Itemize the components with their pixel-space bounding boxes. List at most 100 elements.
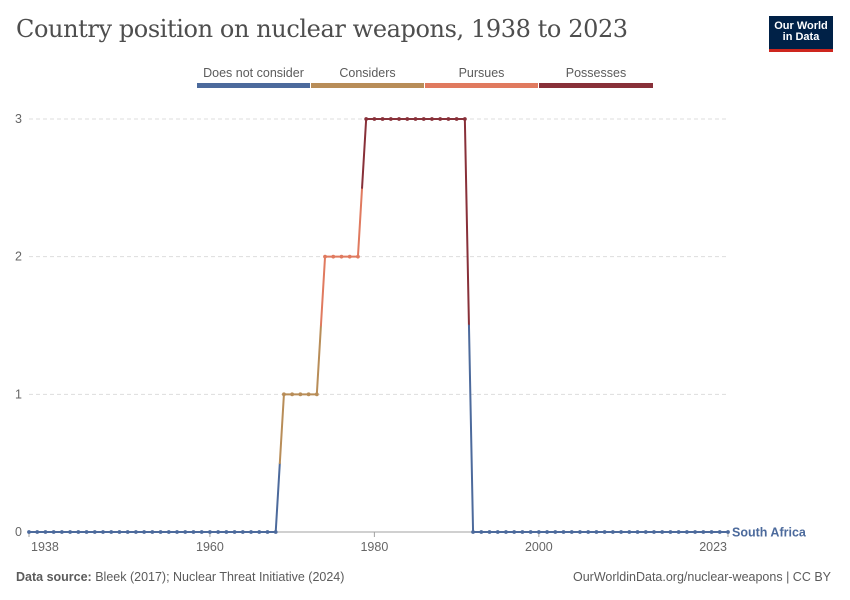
data-point [610, 530, 615, 534]
data-point [183, 530, 188, 534]
data-point [84, 530, 89, 534]
series-line-segment [361, 118, 368, 189]
data-point [224, 530, 229, 534]
data-point [668, 530, 673, 534]
data-point [413, 117, 418, 121]
x-tick-label: 1938 [31, 540, 59, 554]
series-line-segment [274, 462, 281, 533]
data-point [652, 530, 656, 534]
data-point [35, 530, 40, 534]
data-point [51, 530, 56, 534]
y-tick-label: 1 [15, 387, 22, 401]
legend-swatch [197, 83, 310, 88]
data-point [627, 530, 632, 534]
legend-label: Considers [339, 66, 396, 80]
data-point [298, 392, 303, 397]
data-source-note: Data source: Bleek (2017); Nuclear Threa… [16, 570, 344, 584]
legend-swatch [539, 83, 653, 88]
legend-swatch [425, 83, 538, 88]
series-label-south-africa: South Africa [732, 526, 807, 540]
data-point [578, 530, 582, 534]
data-point [594, 530, 599, 534]
data-point [709, 530, 714, 534]
data-point [282, 392, 286, 397]
legend-item-pursues[interactable]: Pursues [425, 66, 538, 89]
data-point [199, 530, 204, 534]
data-point [454, 117, 459, 121]
data-point [191, 530, 196, 534]
series-line-segment [356, 186, 364, 258]
data-point [545, 530, 549, 534]
data-point [693, 530, 698, 534]
data-point [495, 530, 500, 534]
data-point [364, 117, 369, 121]
data-point [471, 530, 475, 534]
data-point [323, 254, 327, 259]
y-tick-label: 0 [15, 525, 22, 539]
y-tick-label: 2 [15, 250, 22, 264]
legend-label: Pursues [458, 66, 505, 80]
data-point [684, 530, 689, 534]
logo-line-2: in Data [782, 31, 820, 43]
data-point [134, 530, 138, 534]
data-point [660, 530, 665, 534]
legend-label: Possesses [565, 66, 627, 80]
data-point [421, 117, 426, 121]
series-line-segment [315, 324, 322, 396]
data-point [208, 530, 212, 534]
data-point [676, 530, 681, 534]
data-point [586, 530, 591, 534]
series-line-segment [463, 118, 470, 327]
data-point [142, 530, 147, 534]
data-point [462, 117, 467, 121]
legend-item-possesses[interactable]: Possesses [539, 66, 653, 89]
data-point [314, 392, 319, 397]
x-tick-label: 1960 [196, 540, 224, 554]
data-point [331, 254, 336, 259]
owid-logo[interactable]: Our World in Data [769, 16, 833, 52]
data-point [76, 530, 81, 534]
series-line-segment [319, 255, 327, 327]
data-point [117, 530, 122, 534]
data-point [487, 530, 492, 534]
legend-swatch [311, 83, 424, 88]
series-line-segment [278, 393, 285, 465]
data-point [446, 117, 451, 121]
data-point [397, 117, 401, 121]
legend-item-does-not-consider[interactable]: Does not consider [197, 66, 310, 89]
series-line-segment [467, 324, 475, 533]
data-point [372, 117, 377, 121]
data-point [528, 530, 533, 534]
data-point [520, 530, 525, 534]
y-tick-label: 3 [15, 112, 22, 126]
x-tick-label: 2023 [699, 540, 727, 554]
data-point [43, 530, 48, 534]
data-point [356, 254, 360, 259]
x-tick-label: 1980 [360, 540, 388, 554]
data-point [101, 530, 105, 534]
data-point [27, 530, 31, 534]
license-text: | CC BY [782, 570, 831, 584]
data-point [125, 530, 130, 534]
data-point [561, 530, 566, 534]
data-point [438, 117, 443, 121]
source-link[interactable]: OurWorldinData.org/nuclear-weapons [572, 570, 783, 584]
data-source-label: Data source: [16, 570, 92, 584]
data-point [388, 117, 393, 121]
data-point [216, 530, 221, 534]
data-point [643, 530, 648, 534]
legend-label: Does not consider [203, 66, 304, 80]
data-point [158, 530, 163, 534]
data-point [59, 530, 64, 534]
data-point [68, 530, 73, 534]
chart-title: Country position on nuclear weapons, 193… [16, 15, 628, 43]
data-point [265, 530, 270, 534]
data-point [569, 530, 574, 534]
data-point [306, 392, 311, 397]
data-point [536, 530, 541, 534]
data-point [273, 530, 278, 534]
legend-item-considers[interactable]: Considers [311, 66, 424, 89]
data-point [92, 530, 97, 534]
data-point [175, 530, 179, 534]
